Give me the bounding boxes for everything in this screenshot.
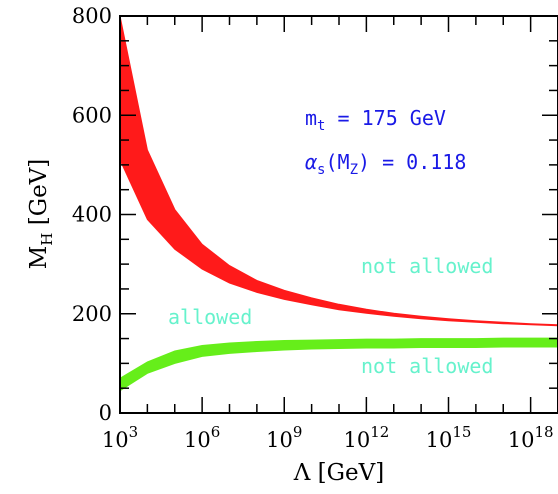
x-tick-exponent: 6	[211, 423, 221, 441]
alpha-symbol: α	[305, 150, 318, 174]
x-tick-base: 10	[426, 428, 453, 452]
band-upper-bound	[119, 15, 558, 327]
y-tick-label: 600	[72, 103, 112, 127]
mt-symbol: m	[305, 106, 317, 130]
alpha-value: ) = 0.118	[358, 150, 466, 174]
x-tick-base: 10	[184, 428, 211, 452]
top-mass-annotation: mt = 175 GeV	[305, 106, 446, 134]
x-tick-base: 10	[266, 428, 293, 452]
alpha-arg: (M	[325, 150, 349, 174]
x-tick-exponent: 12	[370, 423, 389, 441]
ticks-layer	[119, 15, 558, 414]
not-allowed-upper-label: not allowed	[361, 254, 493, 278]
not-allowed-lower-label: not allowed	[361, 354, 493, 378]
x-tick-label: 106	[184, 423, 220, 452]
y-tick-label: 0	[99, 401, 112, 425]
x-tick-label: 1018	[508, 423, 554, 452]
x-tick-label: 1012	[343, 423, 389, 452]
alpha-s-annotation: αs(MZ) = 0.118	[305, 150, 466, 178]
band-lower-bound	[119, 337, 558, 392]
x-tick-exponent: 3	[129, 423, 139, 441]
x-tick-base: 10	[343, 428, 370, 452]
alpha-subscript: s	[317, 162, 325, 178]
y-tick-label: 200	[72, 302, 112, 326]
x-axis-title: Λ [GeV]	[293, 460, 384, 486]
x-tick-exponent: 9	[293, 423, 303, 441]
x-tick-base: 10	[102, 428, 129, 452]
x-tick-exponent: 18	[534, 423, 553, 441]
y-axis-title-sub: H	[38, 233, 56, 246]
x-tick-label: 103	[102, 423, 138, 452]
y-tick-label: 400	[72, 203, 112, 227]
alpha-arg-subscript: Z	[350, 162, 358, 178]
x-tick-base: 10	[508, 428, 535, 452]
x-tick-label: 109	[266, 423, 302, 452]
mt-subscript: t	[317, 118, 325, 134]
y-tick-label: 800	[72, 4, 112, 28]
y-axis-title: MH [GeV]	[26, 159, 56, 270]
allowed-label: allowed	[168, 305, 252, 329]
y-axis-title-unit: [GeV]	[26, 159, 52, 233]
x-tick-exponent: 15	[452, 423, 471, 441]
mt-value: = 175 GeV	[325, 106, 445, 130]
y-axis-title-main: M	[26, 246, 52, 270]
bands-layer	[119, 15, 558, 392]
x-tick-label: 1015	[426, 423, 472, 452]
